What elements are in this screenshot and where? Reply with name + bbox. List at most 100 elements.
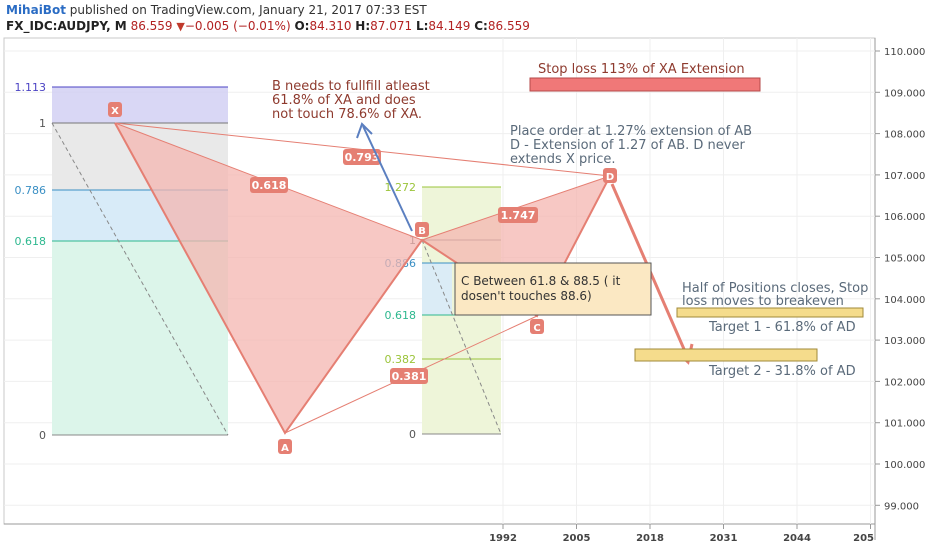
pattern-triangle-xab	[115, 123, 422, 433]
price-tick-label: 103.000	[884, 336, 925, 347]
target-1-rect	[676, 307, 864, 318]
close-label: C:	[474, 19, 488, 33]
price-axis[interactable]: 110.000 109.000 108.000 107.000 106.000 105.0…	[875, 47, 925, 512]
fib-ext-label-0618: 0.618	[385, 309, 417, 322]
point-marker-x[interactable]: X	[108, 102, 122, 117]
symbol-line: FX_IDC:AUDJPY, M 86.559 ▼−0.005 (−0.01%)…	[6, 19, 530, 33]
place-order-line-2: D - Extension of 1.27 of AB. D never	[510, 138, 745, 153]
price-tick-label: 104.000	[884, 295, 925, 306]
ratio-text: 0.381	[392, 370, 427, 383]
publish-info: published on TradingView.com, January 21…	[65, 3, 427, 17]
point-marker-b[interactable]: B	[415, 222, 429, 237]
time-tick-label: 1992	[489, 533, 517, 544]
c-rule-line-2: dosen't touches 88.6)	[461, 289, 592, 303]
price-tick-label: 105.000	[884, 254, 925, 265]
half-close-line-1: Half of Positions closes, Stop	[682, 281, 868, 296]
point-badge	[603, 168, 617, 183]
time-axis[interactable]: 1992 2005 2018 2031 2044 205	[489, 524, 874, 544]
ratio-text: 0.793	[345, 151, 380, 164]
fib-label-0786: 0.786	[15, 184, 47, 197]
fib-ext-label-0: 0	[409, 428, 416, 441]
b-rule-line-3: not touch 78.6% of XA.	[272, 107, 422, 122]
symbol-name[interactable]: FX_IDC:AUDJPY, M	[6, 19, 127, 33]
price-tick-label: 107.000	[884, 171, 925, 182]
time-tick-label: 205	[853, 533, 874, 544]
down-triangle-icon: ▼	[176, 20, 185, 33]
fib-label-0618: 0.618	[15, 235, 47, 248]
price-tick-label: 109.000	[884, 88, 925, 99]
point-badge	[108, 102, 122, 117]
target-1-zone[interactable]: Target 1 - 61.8% of AD	[676, 307, 864, 335]
half-close-line-2: loss moves to breakeven	[682, 294, 844, 309]
point-marker-d[interactable]: D	[603, 168, 617, 183]
ratio-text: 1.747	[501, 209, 536, 222]
close-value: 86.559	[487, 19, 530, 33]
fib-label-0: 0	[39, 429, 46, 442]
author-link[interactable]: MihaiBot	[6, 3, 66, 17]
ratio-text: 0.618	[252, 179, 287, 192]
price-tick-label: 108.000	[884, 130, 925, 141]
fib-label-1113: 1.113	[15, 81, 47, 94]
open-value: 84.310	[309, 19, 352, 33]
pattern-triangle-bcd	[422, 176, 610, 316]
ratio-label-xb: 0.618	[250, 177, 288, 193]
ratio-badge	[250, 177, 288, 193]
fib-label-1: 1	[39, 117, 46, 130]
point-marker-c[interactable]: C	[530, 319, 544, 334]
point-label: X	[111, 106, 119, 117]
price-tick-label: 100.000	[884, 460, 925, 471]
price-tick-label: 110.000	[884, 47, 925, 58]
target-1-text: Target 1 - 61.8% of AD	[708, 320, 856, 335]
place-order-note: Place order at 1.27% extension of AB D -…	[510, 124, 752, 167]
point-badge	[530, 319, 544, 334]
low-value: 84.149	[428, 19, 471, 33]
stop-loss-zone[interactable]: Stop loss 113% of XA Extension	[529, 62, 761, 92]
time-tick-label: 2005	[563, 533, 591, 544]
stop-loss-rect	[529, 77, 761, 92]
ratio-label-ac: 0.381	[390, 368, 428, 384]
publish-line: MihaiBot published on TradingView.com, J…	[6, 3, 427, 17]
high-value: 87.071	[370, 19, 413, 33]
b-rule-arrow-shaft	[362, 125, 413, 232]
fib-band-1113	[52, 87, 228, 123]
fib-ext-band-0886	[422, 263, 452, 315]
c-rule-box	[454, 262, 652, 316]
target-2-rect	[634, 348, 818, 362]
point-label: A	[281, 443, 289, 454]
point-badge	[278, 439, 292, 454]
half-close-note: Half of Positions closes, Stop loss move…	[682, 281, 868, 309]
open-label: O:	[294, 19, 310, 33]
ratio-badge	[343, 149, 381, 165]
ratio-label-xd: 0.793	[343, 149, 381, 165]
point-label: C	[533, 323, 540, 334]
harmonic-pattern[interactable]: 0.618 0.793 1.747 0.381 X A B C	[108, 102, 617, 454]
point-badge	[415, 222, 429, 237]
time-tick-label: 2044	[783, 533, 811, 544]
chart-header: MihaiBot published on TradingView.com, J…	[0, 0, 932, 36]
b-rule-arrow[interactable]	[356, 122, 413, 232]
place-order-line-3: extends X price.	[510, 152, 615, 167]
point-label: B	[418, 226, 426, 237]
target-2-text: Target 2 - 31.8% of AD	[708, 364, 856, 379]
fib-trend-line	[51, 122, 229, 436]
b-rule-line-1: B needs to fullfill atleast	[272, 79, 430, 94]
price-tick-label: 99.000	[884, 501, 919, 512]
ratio-badge	[498, 207, 538, 223]
c-rule-callout[interactable]: C Between 61.8 & 88.5 ( it dosen't touch…	[454, 262, 652, 316]
time-tick-label: 2018	[636, 533, 664, 544]
b-rule-line-2: 61.8% of XA and does	[272, 93, 416, 108]
point-marker-a[interactable]: A	[278, 439, 292, 454]
stop-loss-text: Stop loss 113% of XA Extension	[538, 62, 745, 77]
time-tick-label: 2031	[710, 533, 738, 544]
high-label: H:	[355, 19, 371, 33]
fib-ext-label-0382: 0.382	[385, 353, 417, 366]
place-order-line-1: Place order at 1.27% extension of AB	[510, 124, 752, 139]
ratio-label-bd: 1.747	[498, 207, 538, 223]
price-tick-label: 106.000	[884, 212, 925, 223]
target-2-zone[interactable]: Target 2 - 31.8% of AD	[634, 348, 856, 379]
last-price: 86.559	[130, 19, 173, 33]
b-rule-note: B needs to fullfill atleast 61.8% of XA …	[272, 79, 430, 122]
low-label: L:	[415, 19, 429, 33]
price-change: −0.005 (−0.01%)	[184, 19, 291, 33]
